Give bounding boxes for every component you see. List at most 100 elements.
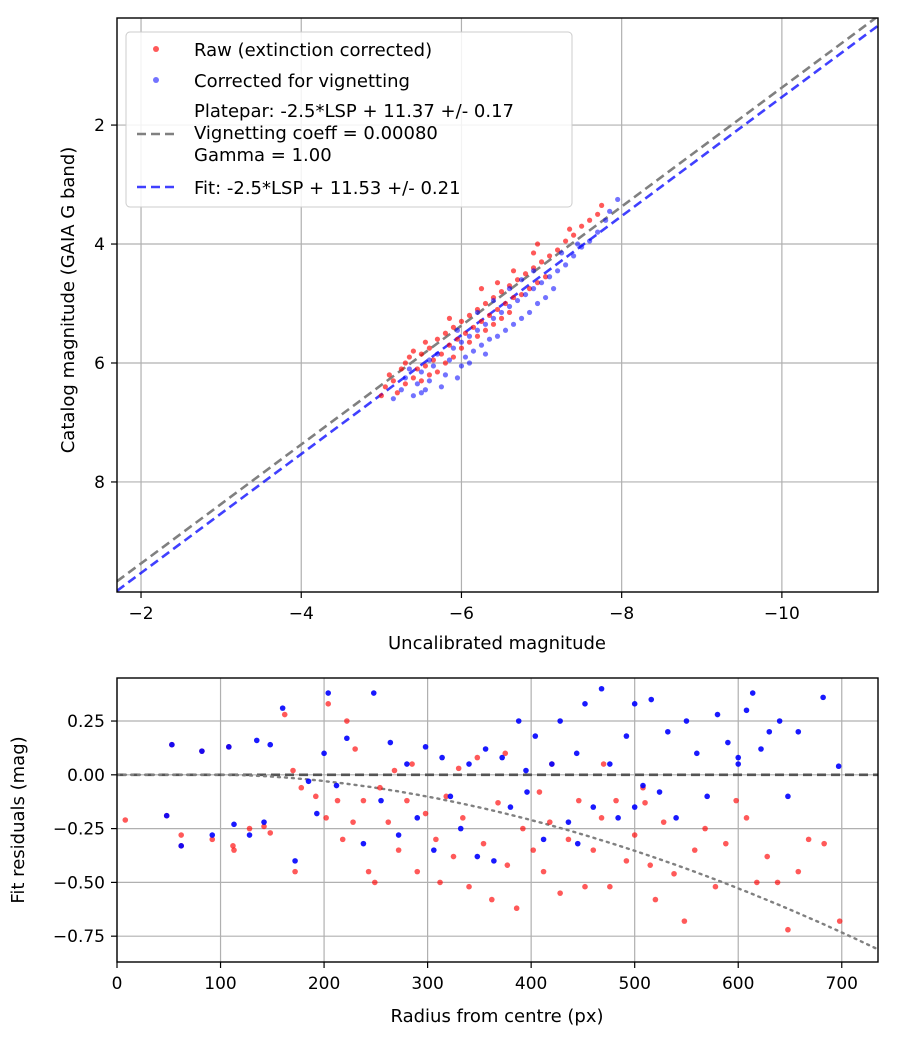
raw-residual-point [360,797,367,804]
bottom-y-tick-label: −0.75 [53,927,105,947]
corrected-residual-point [749,690,756,696]
raw-point [402,360,408,366]
raw-point [506,309,513,316]
raw-residual-point [631,832,638,838]
legend-platepar-line-text: Gamma = 1.00 [194,145,332,166]
corrected-point [430,363,437,369]
corrected-point [450,345,457,351]
raw-point [462,330,469,336]
corrected-point [546,274,553,280]
raw-residual-point [443,793,450,800]
raw-point [542,274,549,280]
corrected-point [422,387,429,393]
raw-residual-point [623,858,630,864]
corrected-point [538,280,545,286]
raw-point [514,277,521,283]
bottom-x-tick-label: 600 [722,974,754,994]
corrected-residual-point [704,793,710,800]
top-fit-line [117,24,878,592]
corrected-point [530,268,537,274]
corrected-point [426,378,433,384]
corrected-point [482,321,489,327]
corrected-residual-point [714,711,721,718]
raw-residual-point [774,879,781,886]
top-x-ticks: −2 −4 −6 −8 −10 [129,592,800,624]
corrected-point [426,357,433,363]
bottom-reference-lines [117,773,878,951]
corrected-residual-point [378,797,384,804]
corrected-point [522,291,529,298]
corrected-point [526,309,533,316]
corrected-residual-point [447,793,454,800]
corrected-point [506,303,513,310]
raw-residual-point [344,718,350,724]
corrected-point [478,342,485,348]
raw-residual-point [795,868,802,875]
raw-point [490,321,497,327]
corrected-residual-point [333,782,340,789]
corrected-residual-point [631,804,638,810]
top-y-tick-label: 2 [94,116,105,136]
corrected-point [518,315,525,321]
bottom-x-tick-label: 200 [308,974,340,994]
corrected-point [418,369,424,375]
top-y-tick-label: 4 [94,235,105,255]
raw-point [430,357,437,363]
corrected-residual-point [524,789,530,795]
corrected-point [603,217,609,223]
top-legend: Raw (extinction corrected) Corrected for… [125,31,573,208]
corrected-residual-point [557,718,563,724]
top-x-tick-label: −6 [449,604,474,624]
raw-residual-point [298,784,305,791]
corrected-residual-point [387,739,394,746]
raw-residual-point [821,840,827,847]
corrected-point [506,286,513,292]
raw-point [378,393,384,399]
corrected-residual-point [648,696,655,703]
corrected-residual-point [683,718,690,724]
corrected-residual-point [499,754,505,761]
raw-point [562,238,569,244]
raw-point [418,378,424,384]
legend-box [125,31,573,208]
raw-residual-point [598,815,605,821]
corrected-residual-point [360,840,367,847]
raw-residual-point [466,883,472,890]
raw-point [522,271,529,277]
raw-point [446,315,453,321]
raw-point [390,378,396,384]
raw-point [458,345,465,351]
raw-residual-point [350,819,356,825]
corrected-residual-point [267,741,274,748]
corrected-residual-point [261,819,267,825]
top-x-tick-label: −8 [609,604,634,624]
corrected-residual-point [253,737,260,744]
raw-residual-point [391,767,398,774]
raw-residual-point [723,840,729,847]
corrected-residual-point [457,825,464,832]
corrected-point [414,381,420,387]
raw-residual-point [334,797,341,804]
bottom-x-axis-label: Radius from centre (px) [390,1006,603,1027]
raw-residual-point [414,868,421,875]
raw-point [534,280,541,286]
raw-residual-point [460,815,466,821]
legend-raw-marker [153,46,159,52]
raw-point [410,375,416,381]
top-y-ticks: 2 4 6 8 [94,116,117,493]
residuals-chart: 0 100 200 300 400 500 600 700 0.25 0.00 −0.25 −0.5… [8,677,879,1027]
top-platepar-line [117,18,878,583]
raw-residual-point [671,870,677,877]
corrected-residual-point [178,843,184,849]
corrected-point [494,333,501,339]
corrected-residual-point [279,705,286,711]
raw-residual-point [450,853,457,860]
corrected-residual-point [431,847,437,853]
raw-residual-point [785,926,791,933]
bottom-y-ticks: 0.25 0.00 −0.25 −0.50 −0.75 [53,712,117,947]
raw-point [394,390,400,396]
raw-point [498,315,505,321]
raw-point [410,348,416,354]
top-fit-lines [117,18,878,592]
bottom-x-tick-label: 300 [411,974,443,994]
